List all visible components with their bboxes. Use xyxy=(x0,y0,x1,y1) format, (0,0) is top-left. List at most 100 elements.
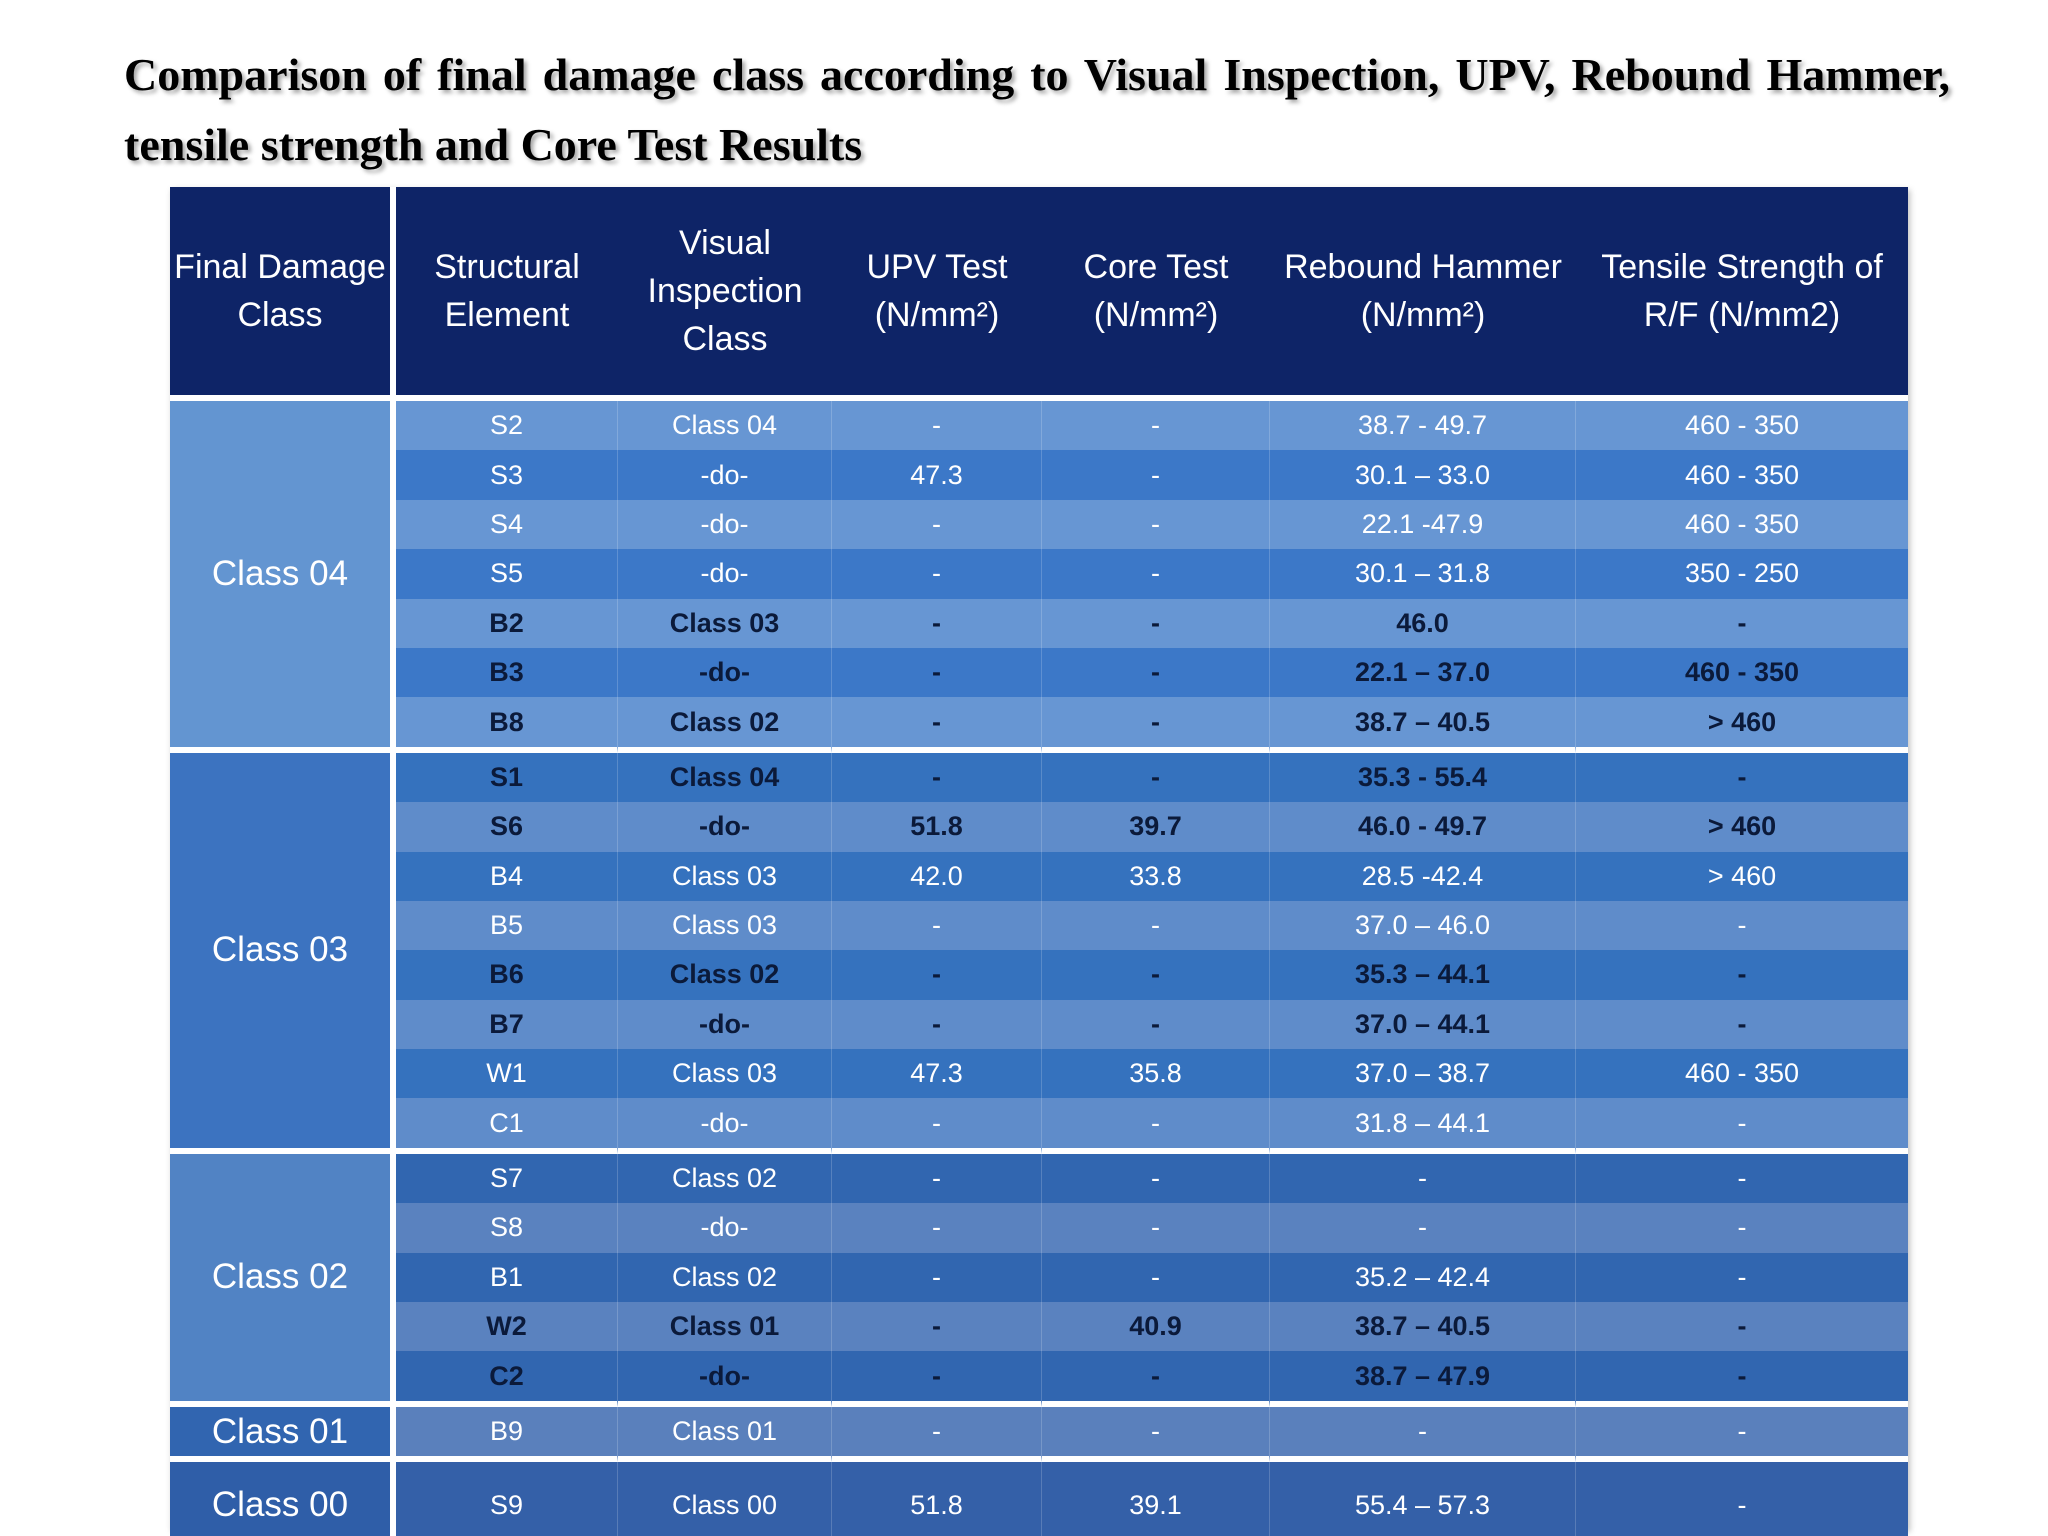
tensile-strength-cell: 460 - 350 xyxy=(1576,401,1908,451)
structural-element-cell: B5 xyxy=(396,900,618,951)
upv-test-cell: - xyxy=(832,1406,1042,1463)
rebound-hammer-cell: 37.0 – 46.0 xyxy=(1270,900,1576,951)
rebound-hammer-cell: 37.0 – 44.1 xyxy=(1270,999,1576,1050)
upv-test-cell: 47.3 xyxy=(832,450,1042,500)
table-row: Class 02 S7 Class 02- - - - xyxy=(170,1153,1908,1407)
structural-element-cell: B8 xyxy=(396,697,618,753)
rebound-hammer-cell: 35.2 – 42.4 xyxy=(1270,1252,1576,1303)
core-test-cell: - xyxy=(1042,401,1270,451)
tensile-strength-cell: > 460 xyxy=(1576,851,1908,901)
visual-inspection-cell: -do- xyxy=(618,1351,832,1407)
upv-test-cell: - xyxy=(832,950,1042,1000)
tensile-strength-cell: - xyxy=(1576,598,1908,648)
visual-inspection-cell: Class 02 xyxy=(618,697,832,753)
visual-inspection-cell: Class 03 xyxy=(618,851,832,901)
core-test-cell: 33.8 xyxy=(1042,851,1270,901)
structural-element-cell: B1 xyxy=(396,1252,618,1303)
table-row: S3 -do- 47.3-30.1 – 33.0 460 - 350 xyxy=(170,450,1908,500)
rebound-hammer-cell: - xyxy=(1270,1203,1576,1253)
table-row: S4 -do- - -22.1 -47.9 460 - 350 xyxy=(170,499,1908,550)
rebound-hammer-cell: 30.1 – 31.8 xyxy=(1270,549,1576,599)
table-row: B5 Class 03- -37.0 – 46.0- xyxy=(170,900,1908,951)
upv-test-cell: - xyxy=(832,752,1042,803)
structural-element-cell: B6 xyxy=(396,950,618,1000)
structural-element-cell: S7 xyxy=(396,1153,618,1204)
core-test-cell: - xyxy=(1042,697,1270,753)
structural-element-cell: B7 xyxy=(396,999,618,1050)
tensile-strength-cell: 350 - 250 xyxy=(1576,549,1908,599)
upv-test-cell: - xyxy=(832,549,1042,599)
tensile-strength-cell: > 460 xyxy=(1576,697,1908,753)
table-row: W1 Class 03 47.3 35.8 37.0 – 38.7 460 - 350 xyxy=(170,1049,1908,1099)
table-row: B1 Class 02- -35.2 – 42.4- xyxy=(170,1252,1908,1303)
visual-inspection-cell: Class 04 xyxy=(618,752,832,803)
comparison-table: Final Damage Class Structural Element Vi… xyxy=(170,187,1908,1536)
visual-inspection-cell: -do- xyxy=(618,549,832,599)
table-row: C2 -do- - -38.7 – 47.9- xyxy=(170,1351,1908,1407)
core-test-cell: - xyxy=(1042,1406,1270,1463)
table-row: Class 00 S9 Class 00 51.8 39.1 55.4 – 57.3- xyxy=(170,1462,1908,1536)
visual-inspection-cell: -do- xyxy=(618,450,832,500)
core-test-cell: - xyxy=(1042,900,1270,951)
core-test-cell: - xyxy=(1042,598,1270,648)
visual-inspection-cell: -do- xyxy=(618,802,832,852)
visual-inspection-cell: Class 04 xyxy=(618,401,832,451)
rebound-hammer-cell: - xyxy=(1270,1406,1576,1463)
upv-test-cell: - xyxy=(832,1098,1042,1154)
structural-element-cell: C1 xyxy=(396,1098,618,1154)
visual-inspection-cell: Class 02 xyxy=(618,950,832,1000)
rebound-hammer-cell: 38.7 – 47.9 xyxy=(1270,1351,1576,1407)
structural-element-cell: S9 xyxy=(396,1462,618,1536)
table-body: Class 04 S2 Class 04- -38.7 - 49.7 460 - 350… xyxy=(170,401,1908,1536)
structural-element-cell: W1 xyxy=(396,1049,618,1099)
structural-element-cell: S5 xyxy=(396,549,618,599)
core-test-cell: 39.7 xyxy=(1042,802,1270,852)
core-test-cell: 39.1 xyxy=(1042,1462,1270,1536)
visual-inspection-cell: Class 03 xyxy=(618,900,832,951)
upv-test-cell: - xyxy=(832,1203,1042,1253)
table-row: S6 -do- 51.8 39.7 46.0 - 49.7 > 460 xyxy=(170,802,1908,852)
structural-element-cell: S2 xyxy=(396,401,618,451)
tensile-strength-cell: - xyxy=(1576,1462,1908,1536)
structural-element-cell: W2 xyxy=(396,1302,618,1352)
comparison-table-container: Final Damage Class Structural Element Vi… xyxy=(170,187,1908,1536)
visual-inspection-cell: Class 02 xyxy=(618,1153,832,1204)
rebound-hammer-cell: 28.5 -42.4 xyxy=(1270,851,1576,901)
rebound-hammer-cell: 22.1 -47.9 xyxy=(1270,499,1576,550)
visual-inspection-cell: Class 03 xyxy=(618,598,832,648)
visual-inspection-cell: -do- xyxy=(618,1203,832,1253)
tensile-strength-cell: - xyxy=(1576,900,1908,951)
header-visual-inspection-class: Visual Inspection Class xyxy=(618,187,832,401)
upv-test-cell: 51.8 xyxy=(832,802,1042,852)
structural-element-cell: B2 xyxy=(396,598,618,648)
rebound-hammer-cell: 46.0 xyxy=(1270,598,1576,648)
visual-inspection-cell: Class 02 xyxy=(618,1252,832,1303)
structural-element-cell: S6 xyxy=(396,802,618,852)
table-row: Class 04 S2 Class 04- -38.7 - 49.7 460 - 350 xyxy=(170,401,1908,753)
final-damage-class-cell: Class 00 xyxy=(170,1462,396,1536)
rebound-hammer-cell: 46.0 - 49.7 xyxy=(1270,802,1576,852)
table-row: B7 -do- - -37.0 – 44.1- xyxy=(170,999,1908,1050)
table-row: B3 -do- - -22.1 – 37.0 460 - 350 xyxy=(170,647,1908,698)
structural-element-cell: C2 xyxy=(396,1351,618,1407)
structural-element-cell: B4 xyxy=(396,851,618,901)
tensile-strength-cell: - xyxy=(1576,1098,1908,1154)
upv-test-cell: - xyxy=(832,598,1042,648)
tensile-strength-cell: - xyxy=(1576,1351,1908,1407)
tensile-strength-cell: - xyxy=(1576,1153,1908,1204)
tensile-strength-cell: > 460 xyxy=(1576,802,1908,852)
page-title: Comparison of final damage class accordi… xyxy=(124,49,1950,170)
table-row: B6 Class 02- -35.3 – 44.1- xyxy=(170,950,1908,1000)
header-tensile-strength: Tensile Strength of R/F (N/mm2) xyxy=(1576,187,1908,401)
upv-test-cell: - xyxy=(832,697,1042,753)
core-test-cell: - xyxy=(1042,1351,1270,1407)
upv-test-cell: - xyxy=(832,900,1042,951)
visual-inspection-cell: Class 00 xyxy=(618,1462,832,1536)
upv-test-cell: - xyxy=(832,1302,1042,1352)
header-structural-element: Structural Element xyxy=(396,187,618,401)
upv-test-cell: - xyxy=(832,1153,1042,1204)
header-upv-test: UPV Test (N/mm²) xyxy=(832,187,1042,401)
core-test-cell: - xyxy=(1042,549,1270,599)
core-test-cell: - xyxy=(1042,1252,1270,1303)
table-row: B8 Class 02- -38.7 – 40.5 > 460 xyxy=(170,697,1908,753)
